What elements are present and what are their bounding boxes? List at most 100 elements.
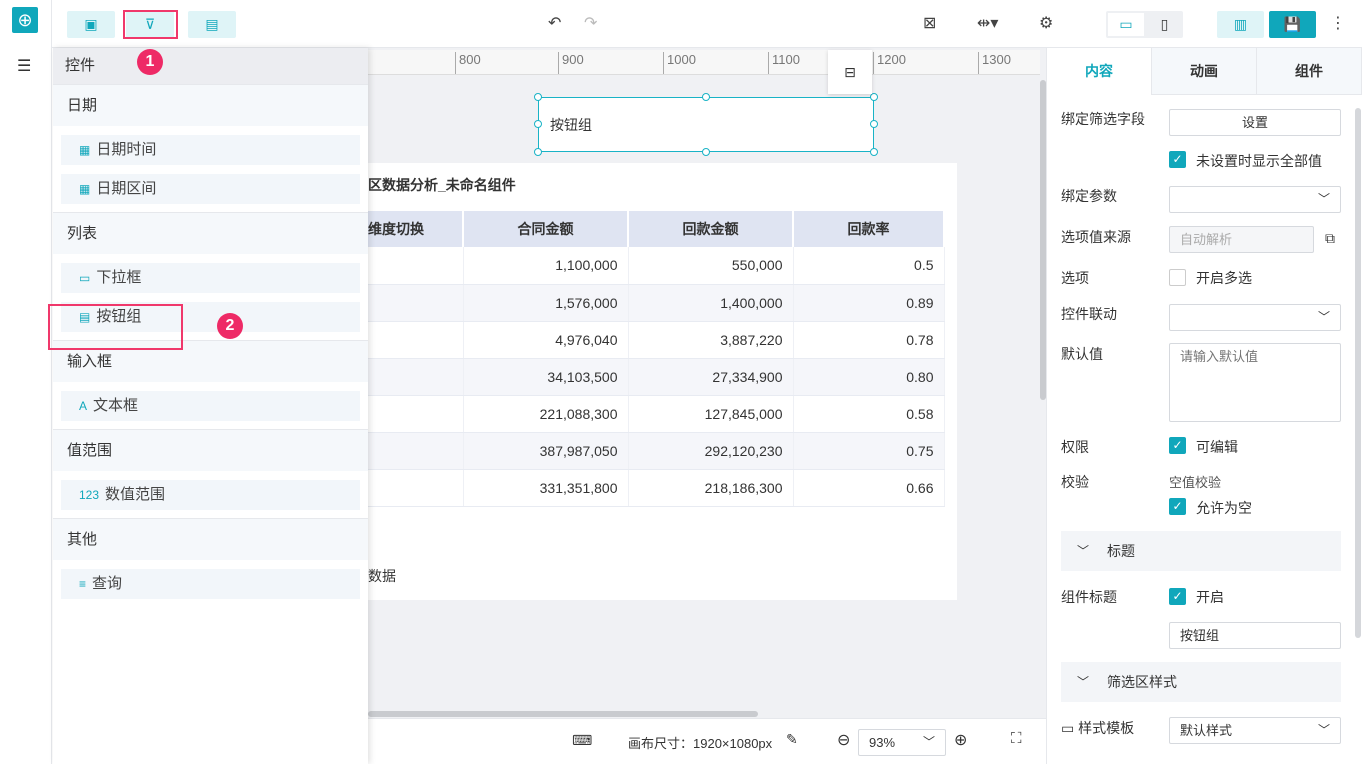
undo-icon[interactable]: ↶	[548, 15, 562, 32]
set-button[interactable]: 设置	[1169, 109, 1341, 136]
control-item[interactable]: A 文本框	[61, 391, 360, 421]
section-title: 列表	[53, 212, 368, 254]
zoom-in-icon[interactable]: ⊕	[954, 732, 968, 749]
multi-label: 开启多选	[1196, 270, 1252, 286]
spacing-dropdown-icon[interactable]: ⇹▾	[977, 15, 999, 32]
outline-list-icon[interactable]: ☰	[17, 58, 32, 75]
title-enable-checkbox[interactable]: ✓	[1169, 588, 1186, 605]
source-input[interactable]: 自动解析	[1169, 226, 1314, 253]
resize-handle[interactable]	[534, 120, 542, 128]
column-header[interactable]: 合同金额	[463, 211, 629, 247]
table-component[interactable]: 区数据分析_未命名组件 维度切换 合同金额 回款金额 回款率 1,100,000…	[368, 163, 957, 600]
panel-header: 控件	[53, 48, 368, 84]
zoom-out-icon[interactable]: ⊖	[837, 732, 851, 749]
page-settings-icon[interactable]: ⚙	[1039, 15, 1054, 32]
editable-checkbox[interactable]: ✓	[1169, 437, 1186, 454]
table-cell: 0.5	[793, 247, 945, 285]
ruler: 800 900 1000 1100 1200 1300	[368, 50, 1040, 75]
desktop-icon[interactable]: ▭	[1108, 13, 1144, 36]
multi-checkbox[interactable]	[1169, 269, 1186, 286]
table-row: 387,987,050 292,120,230 0.75	[368, 432, 945, 470]
table-cell: 27,334,900	[628, 358, 794, 396]
resize-handle[interactable]	[534, 93, 542, 101]
resize-handle[interactable]	[534, 148, 542, 156]
property-panel: 内容 动画 组件 绑定筛选字段 设置 ✓ 未设置时显示全部值 绑定参数 ﹀ 选项…	[1046, 48, 1362, 764]
tab-component[interactable]: 组件	[1257, 48, 1362, 95]
table-cell	[368, 247, 464, 285]
column-header[interactable]: 维度切换	[368, 211, 464, 247]
table-cell: 331,351,800	[463, 469, 629, 507]
resize-handle[interactable]	[870, 148, 878, 156]
control-item[interactable]: ▭ 下拉框	[61, 263, 360, 293]
table-cell: 0.58	[793, 395, 945, 433]
table-cell	[368, 395, 464, 433]
vertical-scrollbar[interactable]	[1040, 80, 1046, 400]
bind-param-select[interactable]: ﹀	[1169, 186, 1341, 213]
button-group-component[interactable]: 按钮组	[534, 93, 878, 156]
control-item-label: 按钮组	[96, 308, 142, 325]
control-item[interactable]: ≡ 查询	[61, 569, 360, 599]
table-cell: 387,987,050	[463, 432, 629, 470]
filter-style-label: 筛选区样式	[1107, 674, 1177, 690]
control-item[interactable]: 123 数值范围	[61, 480, 360, 510]
section-2: 输入框 A 文本框	[53, 340, 368, 429]
resize-handle[interactable]	[702, 93, 710, 101]
add-chart-button[interactable]: ▣	[67, 11, 115, 38]
button-group-label: 按钮组	[550, 117, 592, 133]
chevron-down-icon: ﹀	[1077, 544, 1090, 558]
style-template-select[interactable]: 默认样式 ﹀	[1169, 717, 1341, 744]
ruler-label: 1100	[768, 52, 800, 74]
step-badge: 2	[217, 313, 243, 339]
table-cell: 1,576,000	[463, 284, 629, 322]
horizontal-scrollbar[interactable]	[368, 711, 758, 717]
default-input[interactable]	[1169, 343, 1341, 422]
preview-button[interactable]: ▥	[1217, 11, 1264, 38]
linkage-select[interactable]: ﹀	[1169, 304, 1341, 331]
linkage-label: 控件联动	[1061, 306, 1117, 322]
zoom-select[interactable]: 93% ﹀	[858, 729, 946, 756]
resize-handle[interactable]	[870, 93, 878, 101]
allow-empty-label: 允许为空	[1196, 500, 1252, 516]
show-all-checkbox[interactable]: ✓	[1169, 151, 1186, 168]
keyboard-icon[interactable]: ⌨	[572, 732, 593, 748]
more-icon[interactable]: ⋮	[1330, 15, 1346, 32]
add-icon[interactable]: ⊕	[12, 7, 38, 33]
table-cell: 1,400,000	[628, 284, 794, 322]
tab-content[interactable]: 内容	[1047, 48, 1152, 95]
title-input[interactable]: 按钮组	[1169, 622, 1341, 649]
canvas-size: 画布尺寸：1920×1080px	[628, 736, 773, 751]
filter-style-section[interactable]: ﹀ 筛选区样式	[1061, 662, 1341, 702]
allow-empty-checkbox[interactable]: ✓	[1169, 498, 1186, 515]
device-switch: ▭ ▯	[1106, 11, 1183, 38]
column-header[interactable]: 回款率	[793, 211, 945, 247]
data-table: 维度切换 合同金额 回款金额 回款率 1,100,000 550,000 0.5 1,…	[368, 211, 945, 507]
edit-icon[interactable]: ✎	[786, 731, 798, 747]
resize-handle[interactable]	[870, 120, 878, 128]
column-header[interactable]: 回款金额	[628, 211, 794, 247]
control-item-label: 下拉框	[96, 269, 142, 286]
control-icon: ▭	[79, 271, 91, 285]
control-item[interactable]: ▤ 按钮组	[61, 302, 360, 332]
section-1: 列表 ▭ 下拉框 ▤ 按钮组	[53, 212, 368, 340]
save-button[interactable]: 💾	[1269, 11, 1316, 38]
section-0: 日期 ▦ 日期时间 ▦ 日期区间	[53, 84, 368, 212]
tab-animation[interactable]: 动画	[1152, 48, 1257, 95]
clear-style-icon[interactable]: ⊠	[923, 15, 937, 32]
fit-screen-icon[interactable]: ⛶	[1011, 730, 1022, 747]
control-item-label: 数值范围	[105, 486, 166, 503]
table-cell: 4,976,040	[463, 321, 629, 359]
control-item[interactable]: ▦ 日期区间	[61, 174, 360, 204]
panel-scrollbar[interactable]	[1355, 108, 1361, 638]
copy-icon[interactable]: ⧉	[1325, 230, 1335, 246]
component-toolbox-icon[interactable]: ⊟	[828, 50, 872, 94]
redo-icon[interactable]: ↷	[584, 15, 598, 32]
mobile-icon[interactable]: ▯	[1160, 16, 1169, 32]
table-cell	[368, 284, 464, 322]
bottom-bar: ⌨ 画布尺寸：1920×1080px ✎ ⊖ 93% ﹀ ⊕ ⛶	[368, 718, 1046, 764]
add-table-button[interactable]: ▤	[188, 11, 236, 38]
add-filter-button[interactable]: ⊽	[126, 11, 174, 38]
title-section[interactable]: ﹀ 标题	[1061, 531, 1341, 571]
control-item[interactable]: ▦ 日期时间	[61, 135, 360, 165]
resize-handle[interactable]	[702, 148, 710, 156]
table-cell: 292,120,230	[628, 432, 794, 470]
